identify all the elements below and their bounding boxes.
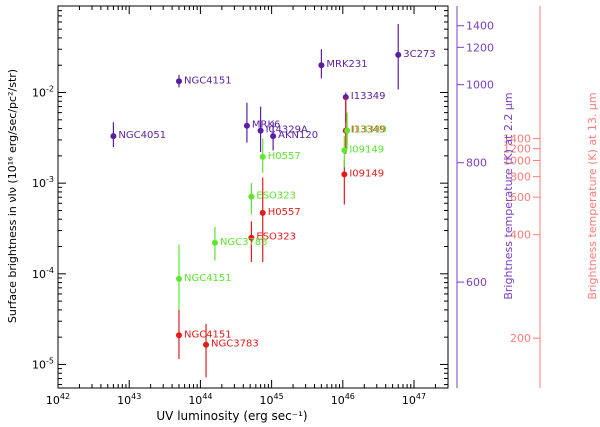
right-axis-2-tick-label: 400 [510,229,531,242]
data-point [203,341,210,348]
x-axis: 1042 1043 1044 1045 1046 1047 [46,6,449,407]
y-axis-label: Surface brightness in νIν (10¹⁶ erg/sec/… [6,69,19,323]
data-point-label: I09149 [349,144,384,155]
x-tick-label: 1047 [402,392,426,407]
right-axis-1-tick-label: 600 [466,276,487,289]
data-point [259,153,266,160]
data-point-label: MRK231 [326,59,367,70]
data-point [175,332,182,339]
data-point-label: I13349 [352,125,387,136]
right-axis-2-tick-label: 600 [510,191,531,204]
y-tick-label: 10-4 [32,266,54,281]
x-tick-label: 1045 [260,392,284,407]
right-axis-2-tick-label: 200 [510,332,531,345]
right-axis-2-tick-label: 1000 [503,154,531,167]
data-point-label: ESO323 [256,232,296,243]
x-tick-label: 1043 [117,392,141,407]
data-point-label: ESO323 [256,191,296,202]
data-point [341,171,348,178]
data-point-label: NGC4051 [118,130,166,141]
data-point-label: 3C273 [403,49,435,60]
x-tick-label: 1042 [46,392,70,407]
y-tick-label: 10-3 [32,175,54,190]
data-point-label: I13349 [351,91,386,102]
right-axis-2-tick-label: 1200 [503,143,531,156]
data-point [344,127,351,134]
right-axis-2-label: Brightness temperature (K) at 13. μm [586,92,599,299]
data-point [341,147,348,154]
data-point [248,234,255,241]
data-point-label: IC4329A [266,125,308,136]
right-axis-1-tick-label: 1000 [466,79,494,92]
right-axis-2-tick-label: 800 [510,171,531,184]
data-point-label: NGC3783 [211,339,259,350]
x-tick-label: 1044 [188,392,212,407]
right-axis-1-label: Brightness temperature (K) at 2.2 μm [502,92,515,299]
data-point [318,62,325,69]
right-axis-1-tick-label: 1400 [466,20,494,33]
right-axes: 1400120010008006001400120010008006004002… [456,6,541,388]
data-point [211,239,218,246]
y-tick-label: 10-2 [32,85,54,100]
data-point [259,209,266,216]
data-point-label: AKN120 [278,130,318,141]
y-axis: 10-5 10-4 10-3 10-2 [32,5,448,386]
y-tick-label: 10-5 [32,356,54,371]
data-point-label: NGC4151 [184,329,232,340]
data-point [248,193,255,200]
data-point [243,122,250,129]
data-point [110,133,117,140]
data-point-label: NGC3783 [220,237,268,248]
x-tick-label: 1046 [331,392,355,407]
data-point-label: I13349 [351,125,386,136]
data-point-label: I09149 [349,168,384,179]
data-point [395,51,402,58]
data-point-label: MRK6 [252,120,281,131]
right-axis-2-tick-label: 1400 [503,133,531,146]
x-axis-label: UV luminosity (erg sec⁻¹) [156,409,307,423]
data-point [257,127,264,134]
data-point [270,133,277,140]
data-point-label: NGC4151 [184,273,232,284]
right-axis-1-tick-label: 1200 [466,41,494,54]
data-point-label: H0557 [268,207,301,218]
data-point [175,275,182,282]
right-axis-1-tick-label: 800 [466,157,487,170]
data-point-label: NGC4151 [184,75,232,86]
data-point [175,78,182,85]
data-point-label: H0557 [268,151,301,162]
